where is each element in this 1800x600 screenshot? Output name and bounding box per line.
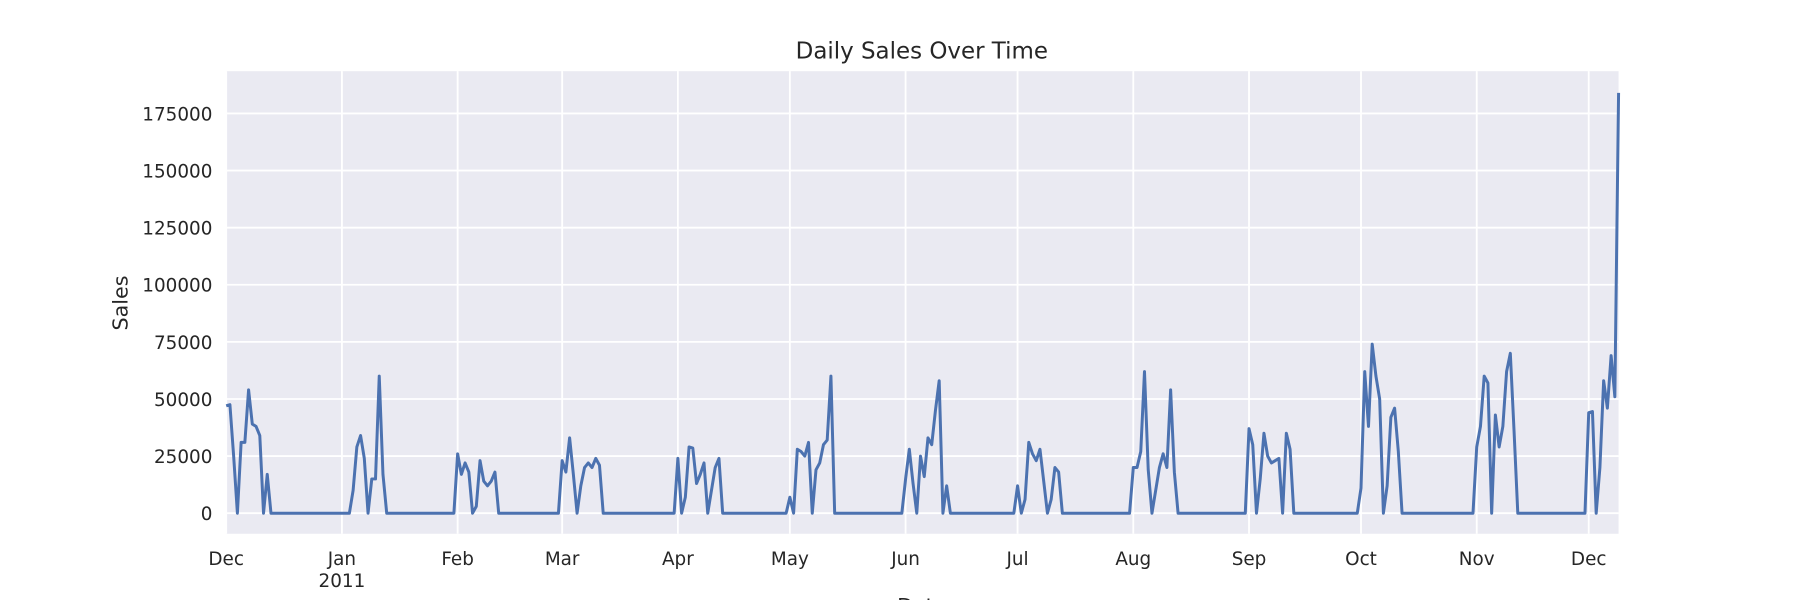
x-tick-label: Oct	[1345, 549, 1377, 570]
x-tick-label: Feb	[441, 549, 474, 570]
labels: 0 25000 50000 75000 100000 125000 150000 175000…	[142, 104, 1606, 591]
y-tick-label: 125000	[142, 219, 212, 240]
marks	[225, 92, 1621, 515]
x-tick-label: Jun	[890, 549, 920, 570]
chart-title: Daily Sales Over Time	[796, 39, 1048, 65]
x-tick-label: Dec	[208, 549, 244, 570]
y-tick-label: 0	[201, 504, 213, 525]
y-tick-label: 50000	[154, 390, 212, 411]
y-tick-label: 175000	[142, 104, 212, 125]
x-tick-label: May	[771, 549, 809, 570]
y-tick-label: 150000	[142, 161, 212, 182]
y-axis-label: Sales	[108, 276, 132, 331]
y-tick-label: 25000	[154, 447, 212, 468]
y-tick-label: 100000	[142, 276, 212, 297]
x-tick-label: Nov	[1459, 549, 1495, 570]
x-tick-label: Apr	[662, 549, 694, 570]
x-tick-label: Jul	[1005, 549, 1028, 570]
x-tick-label: Sep	[1232, 549, 1267, 570]
x-axis-label: Date	[897, 594, 946, 600]
x-tick-label: Mar	[545, 549, 580, 570]
sales-line	[225, 92, 1621, 515]
x-tick-label: Dec	[1571, 549, 1607, 570]
x-tick-label: Jan 2011	[319, 549, 366, 592]
y-tick-label: 75000	[154, 333, 212, 354]
x-tick-label: Aug	[1115, 549, 1151, 570]
